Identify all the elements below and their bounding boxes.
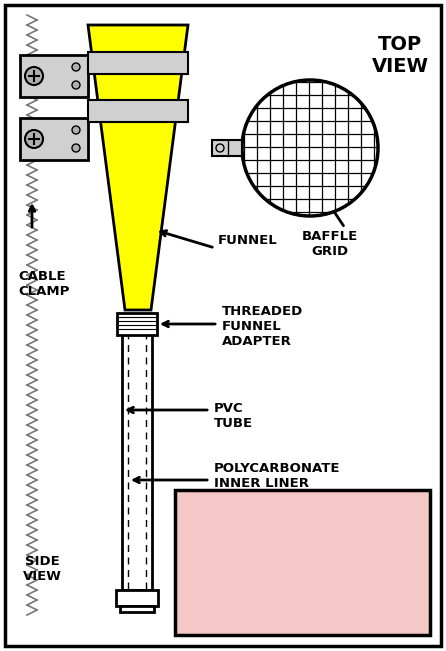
Text: TOP
VIEW: TOP VIEW <box>372 35 429 76</box>
Text: BAFFLE
GRID: BAFFLE GRID <box>302 230 358 258</box>
Bar <box>88 100 188 122</box>
Circle shape <box>72 81 80 89</box>
Text: POLYCARBONATE
INNER LINER: POLYCARBONATE INNER LINER <box>214 462 340 490</box>
Circle shape <box>72 63 80 71</box>
Circle shape <box>72 126 80 134</box>
Bar <box>117 313 157 335</box>
Polygon shape <box>88 25 188 310</box>
Text: FUNNEL: FUNNEL <box>218 234 278 247</box>
Text: CABLE
CLAMP: CABLE CLAMP <box>18 270 70 298</box>
Bar <box>175 490 430 635</box>
Circle shape <box>25 67 43 85</box>
Bar <box>212 140 242 156</box>
Text: PVC
TUBE: PVC TUBE <box>214 402 253 430</box>
Circle shape <box>242 80 378 216</box>
Bar <box>20 118 88 160</box>
Text: SIDE
VIEW: SIDE VIEW <box>23 555 62 583</box>
Circle shape <box>216 144 224 152</box>
Bar <box>20 55 88 97</box>
Circle shape <box>25 130 43 148</box>
Text: CYLINDRICAL
SEDIMENT
TRAP: CYLINDRICAL SEDIMENT TRAP <box>210 519 395 606</box>
Bar <box>120 606 154 612</box>
Text: THREADED
FUNNEL
ADAPTER: THREADED FUNNEL ADAPTER <box>222 305 303 348</box>
Bar <box>116 590 158 606</box>
Circle shape <box>72 144 80 152</box>
Bar <box>122 332 152 590</box>
Bar <box>88 52 188 74</box>
